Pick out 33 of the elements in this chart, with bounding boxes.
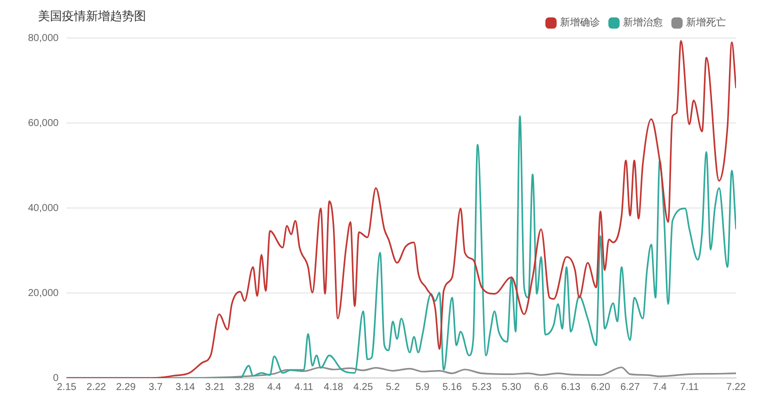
- legend-label: 新增死亡: [686, 16, 726, 29]
- x-tick-label: 5.23: [472, 382, 492, 393]
- y-tick-label: 20,000: [28, 288, 60, 299]
- x-tick-label: 3.21: [205, 382, 226, 393]
- x-tick-label: 4.25: [353, 382, 374, 393]
- x-tick-label: 7.11: [680, 382, 700, 393]
- x-tick-label: 4.18: [324, 382, 344, 393]
- chart-title: 美国疫情新增趋势图: [38, 8, 146, 25]
- y-tick-label: 0: [53, 372, 60, 384]
- x-tick-label: 6.13: [561, 382, 581, 393]
- line-series: [66, 40, 736, 378]
- x-tick-label: 4.4: [267, 382, 282, 393]
- x-tick-label: 2.29: [116, 382, 136, 393]
- x-tick-label: 3.14: [175, 382, 196, 393]
- legend-label: 新增治愈: [623, 16, 663, 29]
- x-tick-label: 6.6: [534, 382, 548, 393]
- y-tick-label: 80,000: [28, 32, 60, 44]
- x-tick-label: 4.11: [294, 382, 314, 393]
- x-tick-label: 7.4: [652, 382, 668, 393]
- x-tick-label: 5.30: [502, 382, 522, 393]
- x-tick-label: 2.15: [56, 382, 77, 393]
- y-tick-label: 40,000: [28, 202, 60, 214]
- x-tick-label: 7.22: [726, 382, 746, 393]
- x-tick-label: 5.9: [416, 382, 430, 393]
- x-tick-label: 3.28: [234, 382, 255, 393]
- x-tick-label: 5.16: [442, 382, 462, 393]
- x-tick-label: 5.2: [386, 382, 400, 393]
- y-tick-label: 60,000: [28, 118, 60, 129]
- x-tick-label: 3.7: [148, 382, 163, 393]
- legend-label: 新增确诊: [560, 16, 600, 29]
- x-tick-label: 6.27: [620, 382, 640, 393]
- x-tick-label: 2.22: [86, 382, 106, 393]
- x-tick-label: 6.20: [590, 382, 611, 393]
